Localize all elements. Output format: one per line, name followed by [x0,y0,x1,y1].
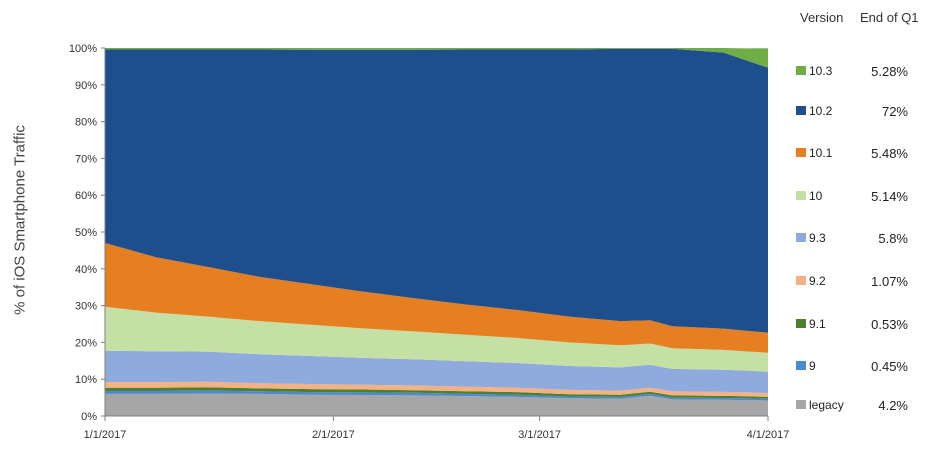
legend-swatch [796,148,806,157]
legend-swatch [796,276,806,285]
legend-label: 9.3 [809,231,826,245]
y-tick-label: 70% [75,153,97,165]
legend-label: 10.1 [809,146,833,160]
area-series-9-3 [105,350,768,393]
legend-swatch [796,191,806,200]
y-tick-label: 90% [75,80,97,92]
y-tick-label: 100% [69,43,97,55]
legend-value: 72% [881,104,908,119]
legend-swatch [796,233,806,242]
legend-value: 1.07% [871,274,908,289]
legend-label: 9.1 [809,317,826,331]
legend-value: 0.45% [871,359,908,374]
legend-swatch [796,400,806,409]
legend-swatch [796,319,806,328]
y-tick-label: 60% [75,190,97,202]
legend-value: 5.28% [871,64,908,79]
area-series-10-1 [105,243,768,353]
y-tick-label: 10% [75,374,97,386]
legend-label: 10.2 [809,104,833,118]
y-axis-label-text: % of iOS Smartphone Traffic [11,125,29,315]
x-tick-label: 2/1/2017 [312,429,355,441]
area-series-9-2 [105,381,768,397]
area-series-9-1 [105,387,768,399]
x-tick-label: 3/1/2017 [518,429,561,441]
legend-label: 10 [809,189,823,203]
x-tick-label: 4/1/2017 [747,429,790,441]
legend-swatch [796,361,806,370]
legend-header-value: End of Q1 [860,10,919,25]
legend-header-version: Version [800,10,844,25]
area-series-9 [105,390,768,401]
area-series-10 [105,306,768,372]
y-tick-label: 20% [75,337,97,349]
legend-label: 10.3 [809,64,833,78]
legend-label: 9 [809,359,816,373]
legend-swatch [796,106,806,115]
legend-label: legacy [809,398,844,412]
legend-value: 4.2% [878,398,908,413]
area-series-10-3 [105,48,768,68]
legend-label: 9.2 [809,274,826,288]
area-series-legacy [105,393,768,416]
y-tick-label: 40% [75,264,97,276]
legend-value: 5.14% [871,189,908,204]
legend-swatch [796,66,806,75]
y-tick-label: 80% [75,117,97,129]
area-series-10-2 [105,48,768,333]
y-axis-label: % of iOS Smartphone Traffic [0,90,40,350]
legend-value: 5.48% [871,146,908,161]
y-tick-label: 50% [75,227,97,239]
legend-value: 5.8% [878,231,908,246]
legend-value: 0.53% [871,317,908,332]
y-tick-label: 30% [75,301,97,313]
y-tick-label: 0% [81,411,97,423]
x-tick-label: 1/1/2017 [84,429,127,441]
